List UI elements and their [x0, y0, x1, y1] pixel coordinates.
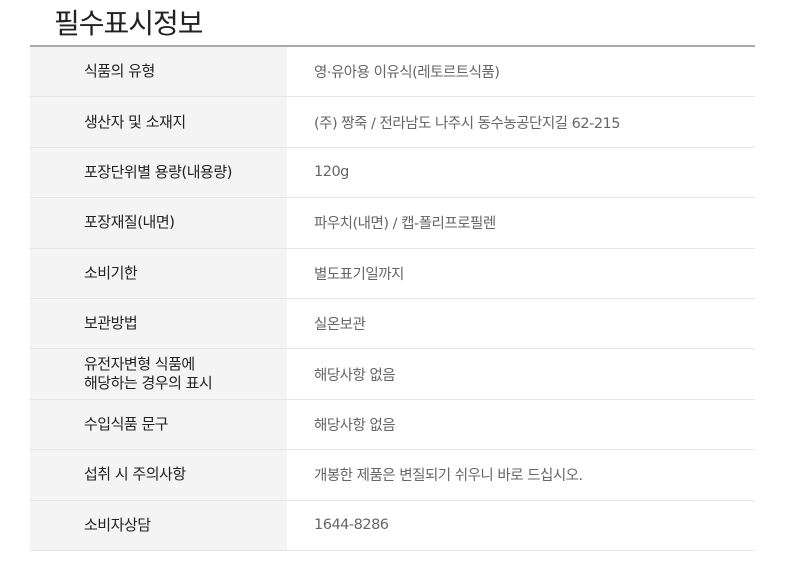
row-value: 1644-8286 — [314, 517, 389, 534]
row-label: 소비자상담 — [30, 500, 287, 550]
table-row: 섭취 시 주의사항 개봉한 제품은 변질되기 쉬우니 바로 드십시오. — [30, 450, 755, 501]
row-label: 유전자변형 식품에 해당하는 경우의 표시 — [30, 349, 287, 399]
row-label: 생산자 및 소재지 — [30, 97, 287, 147]
row-label: 소비기한 — [30, 248, 287, 298]
table-row: 소비기한 별도표기일까지 — [30, 248, 755, 299]
row-label: 보관방법 — [30, 298, 287, 349]
table-row: 포장재질(내면) 파우치(내면) / 캡-폴리프로필렌 — [30, 198, 755, 249]
table-row: 포장단위별 용량(내용량) 120g — [30, 147, 755, 199]
table-row: 생산자 및 소재지 (주) 짱죽 / 전라남도 나주시 동수농공단지길 62-21… — [30, 97, 755, 148]
row-value: (주) 짱죽 / 전라남도 나주시 동수농공단지길 62-215 — [314, 115, 621, 132]
row-label: 식품의 유형 — [30, 47, 287, 97]
row-value: 파우치(내면) / 캡-폴리프로필렌 — [314, 216, 496, 233]
table-row: 보관방법 실온보관 — [30, 298, 755, 350]
row-label: 포장재질(내면) — [30, 198, 287, 248]
row-value: 별도표기일까지 — [314, 266, 404, 283]
row-value: 실온보관 — [314, 317, 366, 334]
row-label: 섭취 시 주의사항 — [30, 450, 287, 500]
row-value: 해당사항 없음 — [314, 417, 396, 434]
row-value: 영·유아용 이유식(레토르트식품) — [314, 65, 500, 82]
table-row: 수입식품 문구 해당사항 없음 — [30, 399, 755, 451]
row-value: 개봉한 제품은 변질되기 쉬우니 바로 드십시오. — [314, 468, 583, 485]
page-title: 필수표시정보 — [54, 7, 204, 40]
row-value: 해당사항 없음 — [314, 367, 396, 384]
table-row: 소비자상담 1644-8286 — [30, 500, 755, 551]
row-label: 수입식품 문구 — [30, 399, 287, 450]
table-row: 식품의 유형 영·유아용 이유식(레토르트식품) — [30, 47, 755, 98]
row-value: 120g — [314, 164, 349, 181]
row-label: 포장단위별 용량(내용량) — [30, 147, 287, 198]
table-row: 유전자변형 식품에 해당하는 경우의 표시 해당사항 없음 — [30, 349, 755, 400]
info-table: 식품의 유형 영·유아용 이유식(레토르트식품) 생산자 및 소재지 (주) 짱죽 /… — [30, 45, 755, 551]
